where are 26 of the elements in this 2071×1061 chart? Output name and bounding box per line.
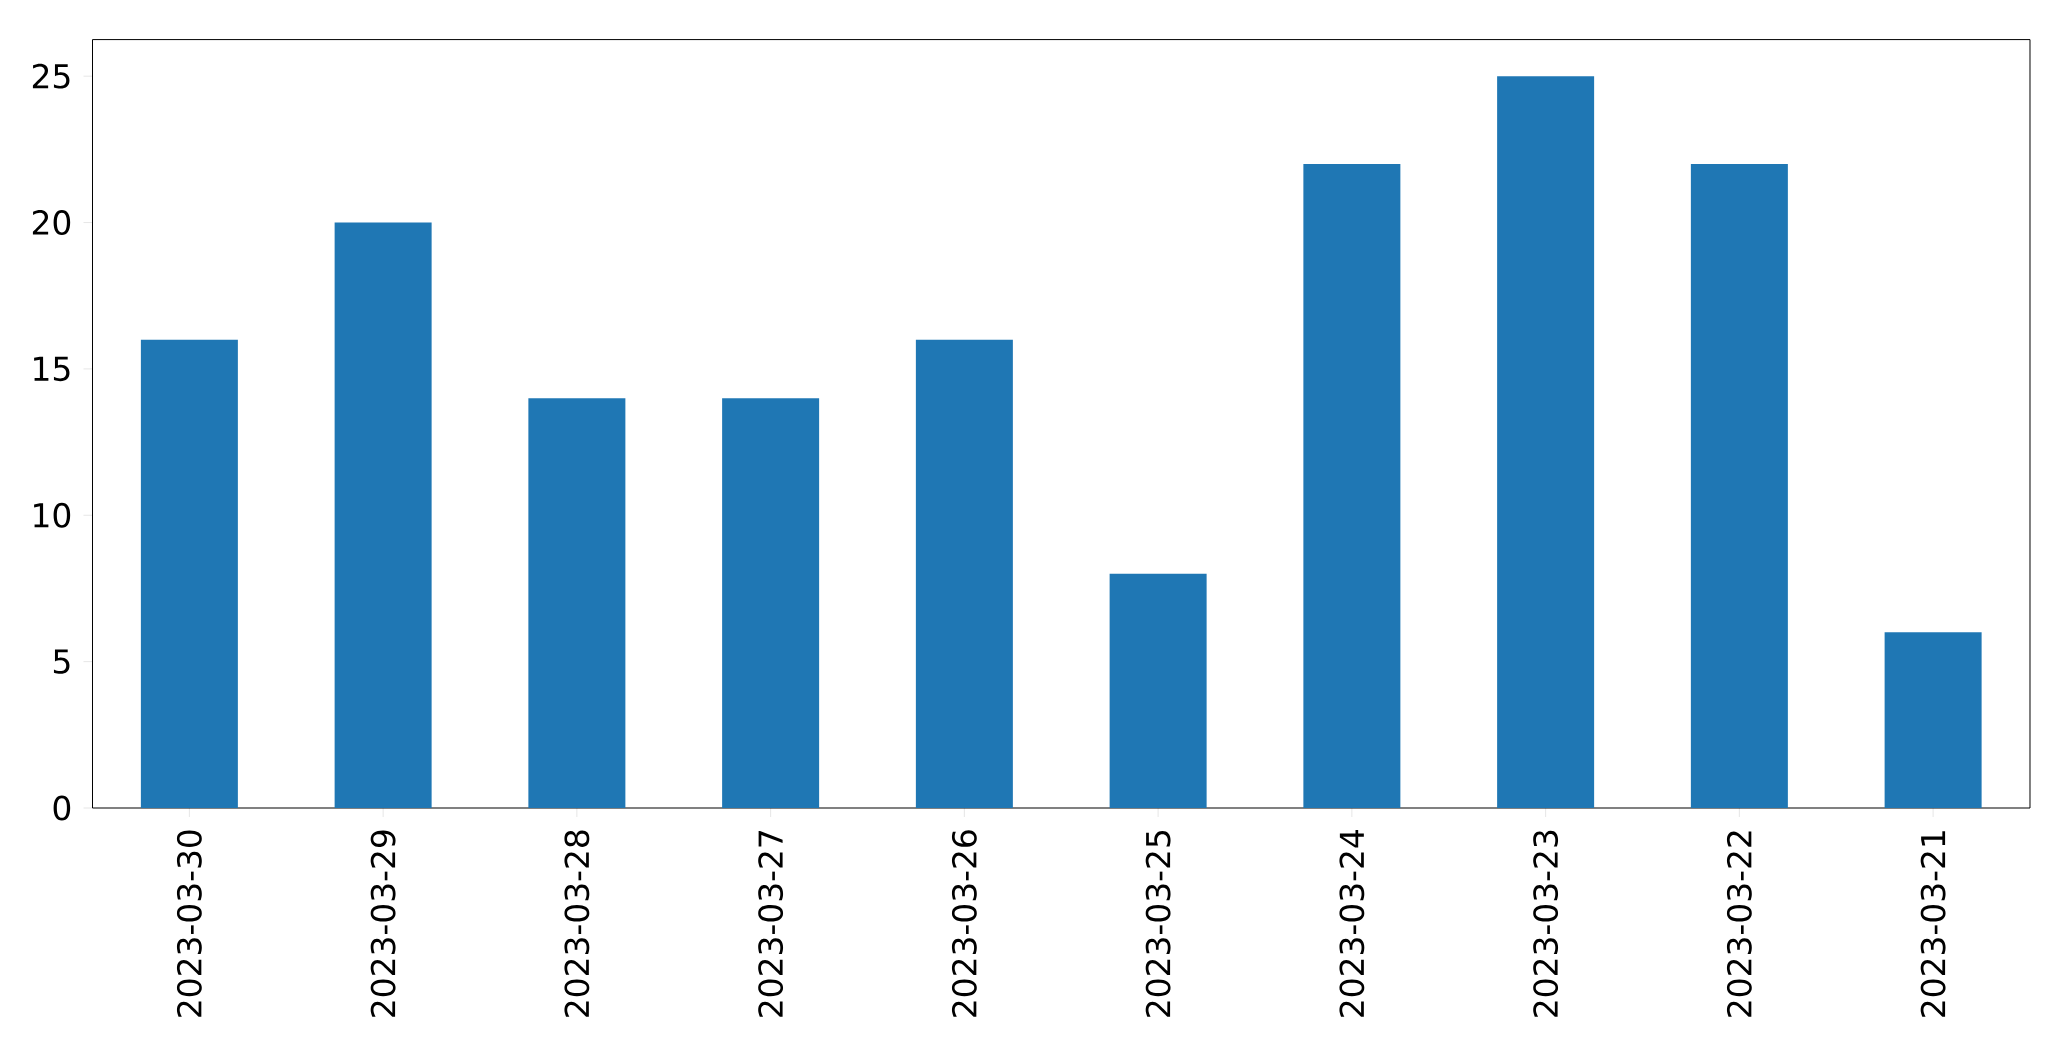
x-tick-label: 2023-03-25 xyxy=(1145,831,1171,1017)
x-tick-label: 2023-03-21 xyxy=(1920,831,1946,1017)
x-tick-label: 2023-03-24 xyxy=(1339,830,1365,1017)
y-tick-label: 5 xyxy=(53,649,70,674)
y-tick-label: 0 xyxy=(53,795,71,821)
x-tick-label: 2023-03-27 xyxy=(758,831,784,1017)
bar xyxy=(722,398,820,808)
bar xyxy=(1690,164,1788,808)
x-tick-label: 2023-03-26 xyxy=(951,830,977,1017)
bar xyxy=(334,222,432,808)
x-tick-label: 2023-03-23 xyxy=(1533,830,1559,1017)
bar xyxy=(528,398,626,808)
bar xyxy=(1109,573,1207,808)
y-tick-label: 15 xyxy=(34,356,70,382)
x-tick-label: 2023-03-29 xyxy=(370,830,396,1017)
y-tick-label: 10 xyxy=(34,502,71,528)
y-tick-label: 25 xyxy=(32,63,70,89)
y-tick-label: 20 xyxy=(32,210,71,235)
x-tick-label: 2023-03-28 xyxy=(564,830,590,1017)
bar xyxy=(140,339,238,808)
bar xyxy=(1884,632,1982,808)
x-tick-label: 2023-03-30 xyxy=(176,830,202,1017)
bar xyxy=(915,339,1013,808)
bar xyxy=(1497,76,1595,808)
x-tick-label: 2023-03-22 xyxy=(1726,831,1752,1017)
bar xyxy=(1303,164,1401,808)
